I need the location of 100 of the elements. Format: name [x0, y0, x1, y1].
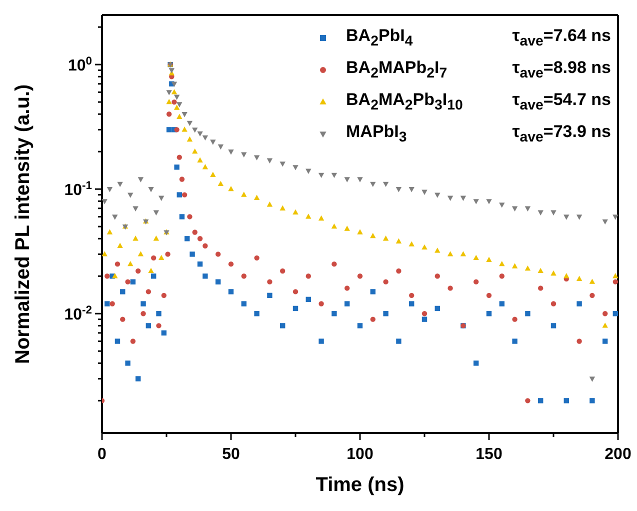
point [171, 89, 178, 94]
point [332, 311, 337, 316]
point [396, 187, 402, 192]
y-axis-title: Normalized PL intensity (a.u.) [12, 84, 34, 364]
point [197, 131, 203, 137]
point [318, 172, 324, 178]
legend-label: MAPbI$_{3}$ [346, 122, 408, 146]
point [153, 210, 160, 216]
point [357, 177, 363, 182]
point [216, 279, 221, 284]
point [576, 214, 582, 220]
point [172, 99, 177, 105]
point [192, 230, 198, 235]
point [318, 215, 324, 221]
point [460, 196, 466, 201]
point [106, 187, 113, 192]
point [102, 251, 108, 256]
point [344, 301, 350, 306]
point [447, 251, 454, 256]
point [292, 289, 298, 294]
point [409, 301, 414, 306]
point [499, 202, 505, 208]
point [267, 279, 272, 284]
point [396, 238, 402, 244]
point [156, 323, 162, 328]
point [148, 268, 154, 274]
point [136, 376, 141, 382]
point [176, 102, 182, 108]
point [130, 279, 136, 284]
point [538, 210, 544, 216]
point [267, 292, 272, 298]
point [538, 268, 544, 274]
point [306, 274, 311, 279]
point [125, 279, 130, 284]
point [182, 112, 188, 118]
point [216, 252, 221, 257]
point [524, 206, 531, 212]
point [318, 338, 324, 344]
point [130, 338, 136, 344]
x-tick-label: 50 [222, 446, 240, 463]
point [383, 279, 388, 284]
annotation: τ$_{ave}$=7.64 ns [511, 26, 611, 50]
point [538, 398, 544, 404]
point [280, 268, 286, 274]
point [344, 177, 350, 182]
point [292, 306, 298, 312]
point [161, 330, 167, 336]
point [190, 252, 195, 257]
point [447, 196, 454, 201]
point [104, 274, 110, 279]
point [171, 82, 178, 87]
point [382, 182, 389, 188]
point [473, 254, 479, 260]
point [182, 192, 188, 198]
point [186, 136, 193, 142]
point [564, 214, 570, 220]
point [138, 251, 144, 256]
point [460, 251, 466, 256]
point [332, 261, 337, 267]
point [280, 205, 286, 210]
point [218, 144, 224, 150]
x-axis-title: Time (ns) [316, 474, 404, 496]
point [184, 236, 190, 242]
point [166, 90, 172, 96]
point [602, 338, 608, 344]
point [192, 148, 198, 154]
point [158, 196, 164, 201]
point [550, 270, 556, 276]
point [306, 296, 311, 302]
point [241, 274, 246, 279]
point [499, 260, 505, 266]
annotation: τ$_{ave}$=73.9 ns [511, 122, 611, 146]
point [176, 154, 182, 160]
point [179, 214, 185, 220]
point [176, 114, 182, 119]
point [589, 278, 596, 284]
point [132, 206, 138, 212]
point [125, 360, 130, 366]
point [576, 301, 582, 306]
point [434, 248, 440, 253]
point [174, 127, 180, 132]
point [132, 236, 138, 241]
legend-label: BA$_{2}$PbI$_{4}$ [346, 26, 414, 50]
point [331, 172, 338, 178]
point [197, 261, 203, 267]
point [165, 252, 170, 257]
point [370, 316, 376, 322]
point [176, 192, 182, 198]
point [280, 323, 286, 328]
y-tick-label: 10$^{0}$ [68, 56, 92, 75]
point [140, 311, 146, 316]
point [280, 162, 286, 167]
point [422, 311, 428, 316]
point [148, 187, 154, 192]
point [179, 176, 185, 182]
point [344, 286, 350, 291]
point [202, 274, 208, 279]
point [602, 311, 608, 316]
point [434, 306, 440, 312]
point [524, 265, 531, 271]
